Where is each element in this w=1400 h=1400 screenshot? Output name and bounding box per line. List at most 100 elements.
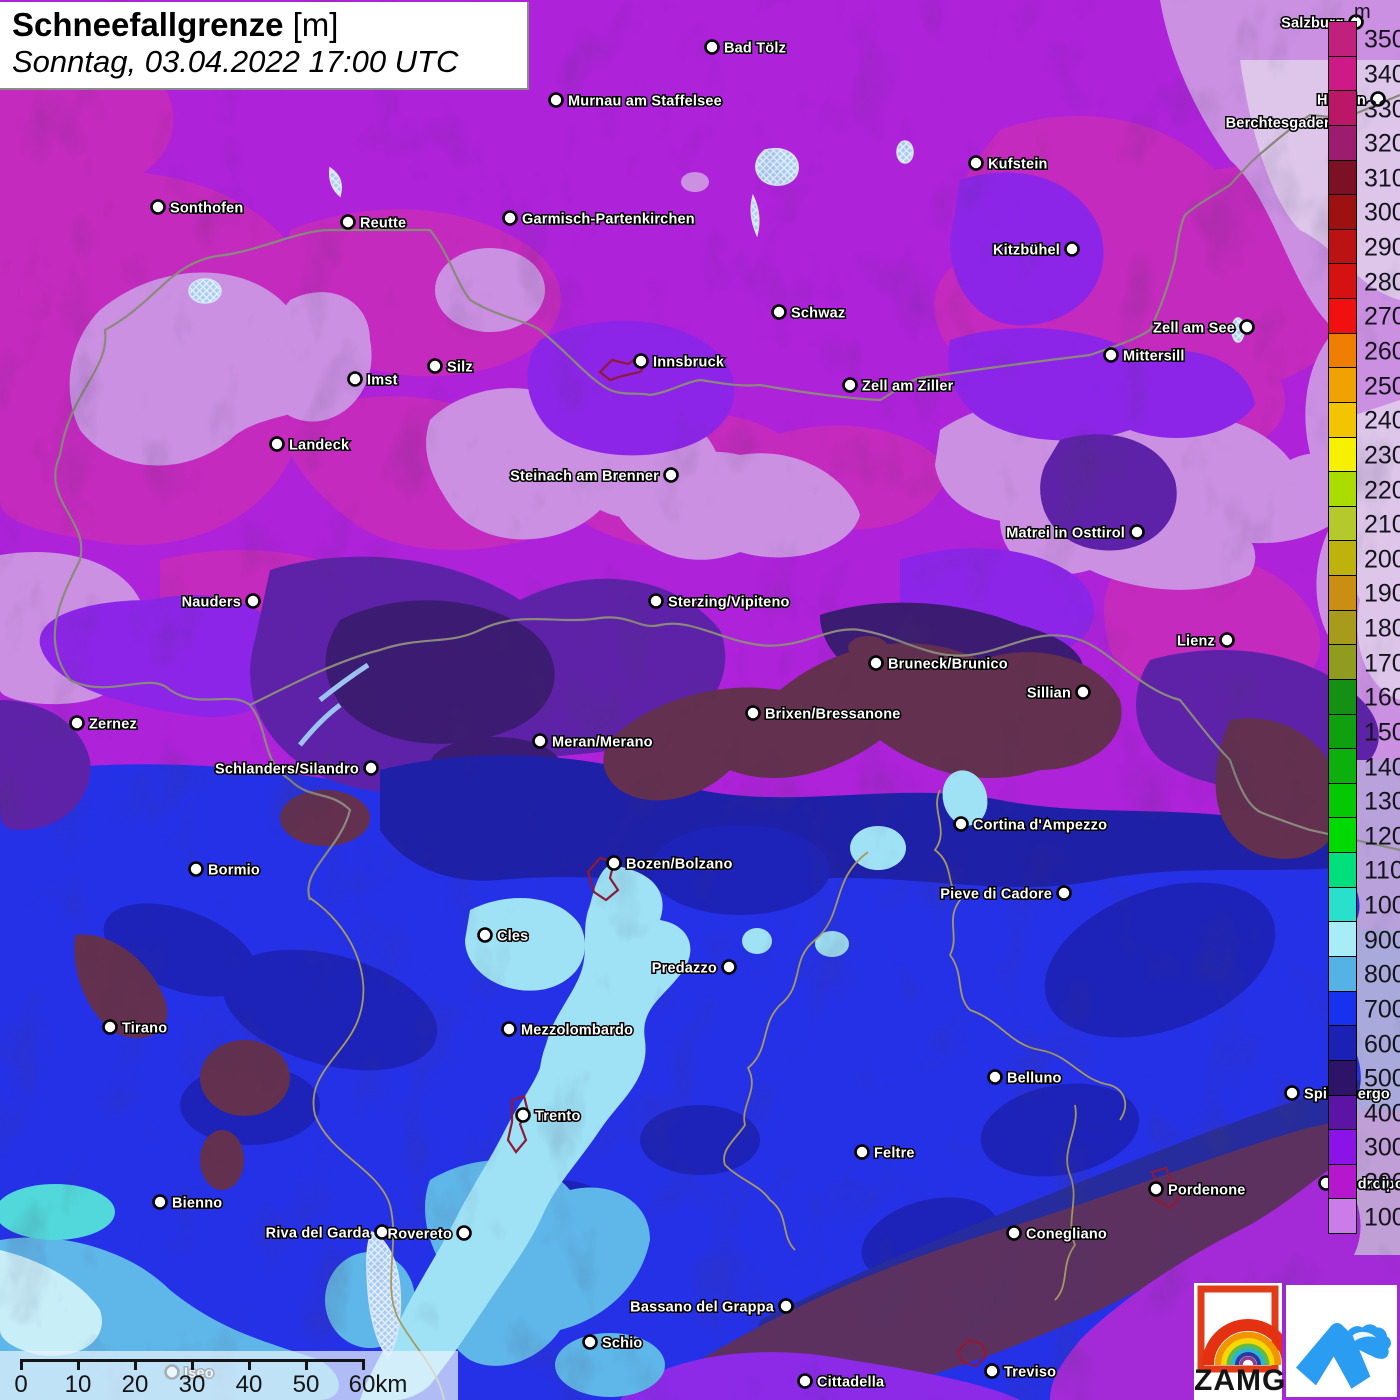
city-label: Reutte — [360, 216, 406, 232]
city-dot — [515, 1107, 531, 1123]
city-dot — [704, 39, 720, 55]
legend-swatch — [1328, 1198, 1357, 1235]
legend-value: 2800 — [1364, 268, 1400, 297]
city-label: Rovereto — [388, 1227, 452, 1243]
legend-value: 2500 — [1364, 372, 1400, 401]
city-label: Cortina d'Ampezzo — [973, 818, 1107, 834]
legend-swatch — [1328, 471, 1357, 507]
legend-value: 400 — [1364, 1099, 1400, 1128]
legend-swatch — [1328, 1059, 1357, 1096]
city-dot — [347, 371, 363, 387]
legend-swatch — [1328, 367, 1357, 403]
city-label: Cittadella — [817, 1375, 885, 1391]
city-label: Berchtesgaden — [1226, 116, 1333, 132]
legend-swatch — [1328, 194, 1357, 230]
city-label: Bad Tölz — [724, 41, 786, 57]
city-dot — [501, 1021, 517, 1037]
city-label: Cles — [497, 929, 528, 945]
city-label: Schio — [602, 1336, 642, 1352]
legend-swatch — [1328, 90, 1357, 126]
city-label: Mezzolombardo — [521, 1023, 633, 1039]
legend-value: 900 — [1364, 926, 1400, 955]
city-dot — [477, 927, 493, 943]
city-dot — [1075, 684, 1091, 700]
legend-swatch — [1328, 505, 1357, 542]
city-dot — [532, 733, 548, 749]
legend-value: 500 — [1364, 1064, 1400, 1093]
legend-swatch — [1328, 990, 1357, 1027]
legend-value: 2900 — [1364, 233, 1400, 262]
legend-value: 300 — [1364, 1133, 1400, 1162]
city-dot — [1219, 632, 1235, 648]
legend-unit-label: m — [1354, 1, 1371, 23]
city-dot — [868, 655, 884, 671]
city-dot — [102, 1019, 118, 1035]
legend-swatch — [1328, 1129, 1357, 1165]
legend-value: 2300 — [1364, 441, 1400, 470]
city-label: Belluno — [1007, 1071, 1062, 1087]
rainbow-arc — [1239, 1356, 1257, 1366]
partner-logo — [1286, 1285, 1397, 1397]
legend-value: 200 — [1364, 1168, 1400, 1197]
city-dot — [1239, 319, 1255, 335]
legend-swatch — [1328, 817, 1357, 854]
legend-value: 1400 — [1364, 753, 1400, 782]
city-dot — [1103, 347, 1119, 363]
city-dot — [1370, 91, 1386, 107]
scalebar-tick — [77, 1359, 80, 1370]
city-label: Pordenone — [1168, 1183, 1246, 1199]
legend-value: 3500 — [1364, 25, 1400, 54]
legend-value: 2600 — [1364, 337, 1400, 366]
city-dot — [502, 210, 518, 226]
legend-value: 2400 — [1364, 406, 1400, 435]
cities-layer: Bad Tölz Murnau am Staffelsee Sonthofen Reu… — [69, 14, 1400, 1392]
city-dot — [663, 467, 679, 483]
city-dot — [1064, 241, 1080, 257]
rainbow-arc — [1230, 1347, 1266, 1366]
scalebar-label: 40 — [235, 1371, 263, 1398]
legend-swatch — [1328, 609, 1357, 646]
legend-swatch — [1328, 644, 1357, 680]
mountain-cloud-icon — [1295, 1322, 1391, 1389]
legend-value: 1900 — [1364, 579, 1400, 608]
city-label: Nauders — [182, 595, 241, 611]
legend-value: 1500 — [1364, 718, 1400, 747]
city-dot — [1006, 1225, 1022, 1241]
city-dot — [968, 155, 984, 171]
scalebar-label: 10 — [64, 1371, 92, 1398]
city-dot — [427, 358, 443, 374]
legend-swatch — [1328, 852, 1357, 888]
city-dot — [1284, 1085, 1300, 1101]
legend-value: 1600 — [1364, 683, 1400, 712]
scalebar-label: 60km — [348, 1371, 408, 1398]
city-label: Schwaz — [791, 306, 845, 322]
city-label: Zell am Ziller — [862, 379, 954, 395]
city-dot — [778, 1298, 794, 1314]
page-subtitle: Sonntag, 03.04.2022 17:00 UTC — [12, 43, 459, 79]
city-dot — [269, 436, 285, 452]
city-label: Riva del Garda — [266, 1226, 371, 1242]
city-dot — [854, 1144, 870, 1160]
legend-value: 1700 — [1364, 649, 1400, 678]
legend-value: 3300 — [1364, 95, 1400, 124]
legend-swatch — [1328, 332, 1357, 369]
legend-value: 3100 — [1364, 164, 1400, 193]
city-label: Feltre — [874, 1146, 915, 1162]
legend-swatch — [1328, 540, 1357, 577]
scalebar-tick — [305, 1359, 308, 1370]
page-title: Schneefallgrenze [m] — [12, 6, 527, 44]
legend-swatch — [1328, 748, 1357, 784]
city-label: Schlanders/Silandro — [215, 762, 359, 778]
legend-swatch — [1328, 1094, 1357, 1131]
rainbow-arc — [1221, 1338, 1275, 1366]
elevation-legend: m 3500 3400 3300 3200 3100 3000 2900 2800 2700 26… — [1328, 0, 1400, 1260]
distance-scalebar: 0 10 20 30 40 50 60km — [0, 1351, 458, 1400]
city-label: Imst — [367, 373, 398, 389]
legend-swatch — [1328, 436, 1357, 473]
city-label: Silz — [447, 360, 473, 376]
scalebar-label: 50 — [292, 1371, 320, 1398]
city-dot — [150, 199, 166, 215]
